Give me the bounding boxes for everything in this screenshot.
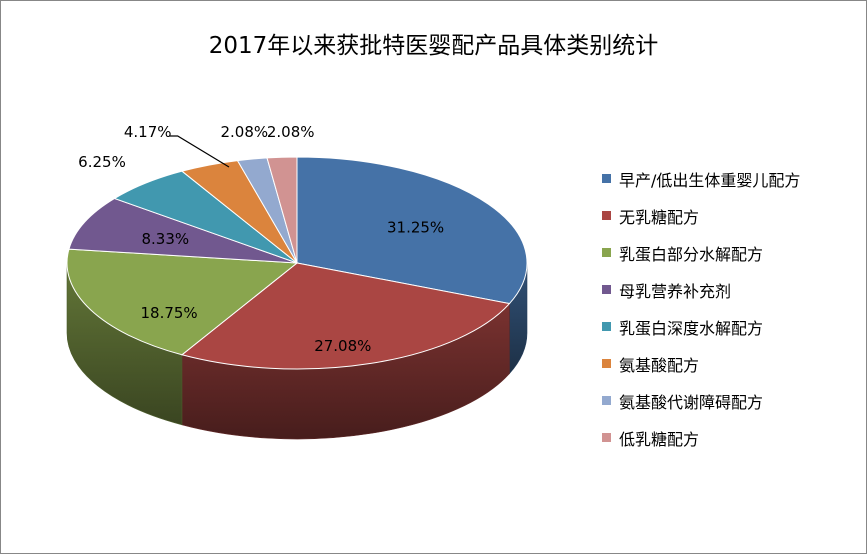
- legend-swatch-2: [602, 248, 611, 257]
- legend-label-0: 早产/低出生体重婴儿配方: [619, 170, 801, 190]
- pie-slice-3: [68, 197, 298, 264]
- legend-label-1: 无乳糖配方: [619, 207, 700, 227]
- leader-line-5: [169, 135, 230, 168]
- legend-label-2: 乳蛋白部分水解配方: [619, 244, 764, 264]
- legend-swatch-6: [602, 396, 611, 405]
- data-label-3: 8.33%: [141, 230, 189, 248]
- data-label-2: 18.75%: [140, 304, 197, 322]
- legend-item-5: 氨基酸配方: [602, 345, 800, 382]
- data-label-6: 2.08%: [220, 123, 268, 141]
- legend-label-3: 母乳营养补充剂: [619, 281, 732, 301]
- pie-slice-0: [296, 156, 528, 305]
- legend-item-1: 无乳糖配方: [602, 197, 800, 234]
- legend-label-5: 氨基酸配方: [619, 355, 700, 375]
- pie-tops: [66, 156, 528, 370]
- legend-item-0: 早产/低出生体重婴儿配方: [602, 160, 800, 197]
- chart-title: 2017年以来获批特医婴配产品具体类别统计: [208, 33, 659, 59]
- legend: 早产/低出生体重婴儿配方 无乳糖配方乳蛋白部分水解配方 母乳营养补充剂乳蛋白深度水解…: [602, 160, 800, 456]
- pie-labels: 31.25% 27.08% 18.75% 8.33% 6.25% 4.17% 2.08%2.…: [78, 123, 444, 355]
- data-label-7: 2.08%: [267, 123, 315, 141]
- legend-swatch-0: [602, 174, 611, 183]
- legend-item-7: 低乳糖配方: [602, 419, 800, 456]
- data-label-4: 6.25%: [78, 153, 126, 171]
- pie-slice-2: [66, 248, 299, 356]
- legend-label-6: 氨基酸代谢障碍配方: [619, 392, 764, 412]
- data-label-5: 4.17%: [124, 123, 172, 141]
- legend-item-3: 母乳营养补充剂: [602, 271, 800, 308]
- legend-label-4: 乳蛋白深度水解配方: [619, 318, 764, 338]
- legend-swatch-7: [602, 433, 611, 442]
- legend-item-6: 氨基酸代谢障碍配方: [602, 382, 800, 419]
- legend-swatch-3: [602, 285, 611, 294]
- legend-item-2: 乳蛋白部分水解配方: [602, 234, 800, 271]
- data-label-0: 31.25%: [387, 219, 444, 237]
- legend-swatch-4: [602, 322, 611, 331]
- legend-item-4: 乳蛋白深度水解配方: [602, 308, 800, 345]
- pie-slice-7: [266, 156, 298, 264]
- data-label-1: 27.08%: [314, 337, 371, 355]
- legend-label-7: 低乳糖配方: [619, 429, 700, 449]
- legend-swatch-5: [602, 359, 611, 368]
- legend-swatch-1: [602, 211, 611, 220]
